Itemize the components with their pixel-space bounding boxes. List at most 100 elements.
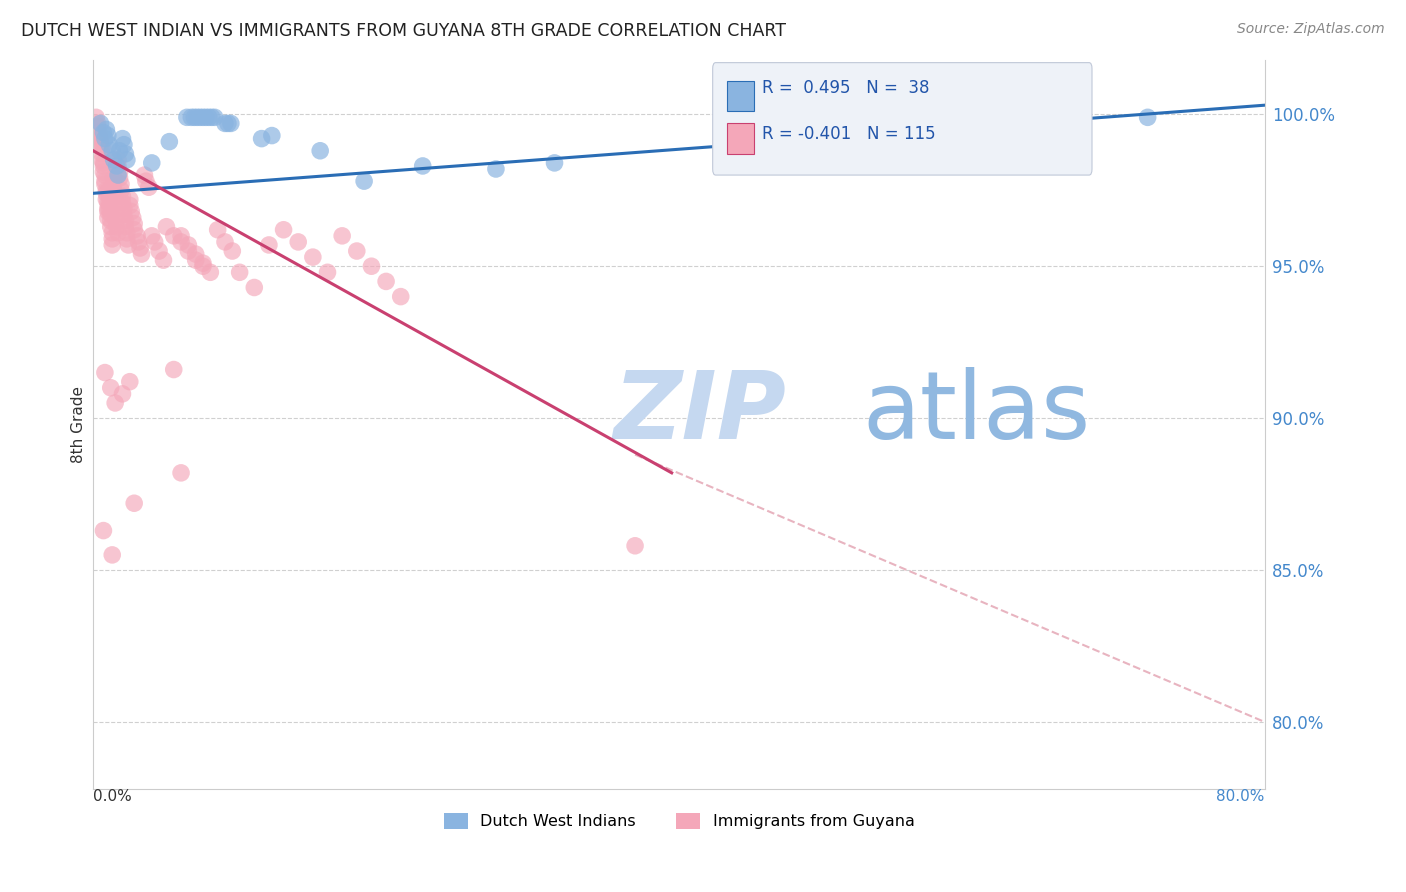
Point bbox=[97, 128, 120, 143]
Point bbox=[87, 126, 110, 140]
Point bbox=[98, 189, 121, 203]
Point bbox=[91, 141, 114, 155]
Point bbox=[186, 111, 208, 125]
Point bbox=[177, 238, 200, 252]
Point bbox=[141, 228, 163, 243]
Point bbox=[346, 244, 368, 258]
Point bbox=[96, 193, 118, 207]
Point bbox=[177, 244, 200, 258]
Point bbox=[114, 146, 136, 161]
Point bbox=[191, 111, 214, 125]
Point bbox=[624, 539, 647, 553]
Text: atlas: atlas bbox=[862, 368, 1090, 459]
Point bbox=[103, 171, 125, 186]
Point bbox=[287, 235, 309, 249]
Point bbox=[110, 177, 132, 191]
Point bbox=[228, 265, 250, 279]
FancyBboxPatch shape bbox=[713, 62, 1092, 175]
FancyBboxPatch shape bbox=[727, 123, 754, 153]
Point bbox=[250, 131, 273, 145]
Point bbox=[122, 217, 145, 231]
Point bbox=[111, 131, 134, 145]
Text: R = -0.401   N = 115: R = -0.401 N = 115 bbox=[762, 125, 936, 143]
Point bbox=[204, 111, 226, 125]
Point bbox=[170, 235, 193, 249]
Point bbox=[107, 168, 129, 182]
Point bbox=[112, 202, 135, 216]
Point bbox=[330, 228, 353, 243]
Point bbox=[112, 208, 135, 222]
Point bbox=[96, 183, 118, 197]
Point bbox=[89, 116, 111, 130]
Point bbox=[89, 131, 111, 145]
FancyBboxPatch shape bbox=[727, 81, 754, 112]
Legend: Dutch West Indians, Immigrants from Guyana: Dutch West Indians, Immigrants from Guya… bbox=[437, 806, 921, 836]
Point bbox=[100, 219, 122, 234]
Point bbox=[200, 265, 222, 279]
Point bbox=[114, 213, 136, 227]
Point bbox=[96, 186, 118, 201]
Point bbox=[105, 159, 128, 173]
Point bbox=[115, 232, 138, 246]
Point bbox=[127, 228, 149, 243]
Point bbox=[118, 193, 141, 207]
Point bbox=[375, 274, 398, 288]
Point bbox=[94, 131, 117, 145]
Point bbox=[108, 165, 131, 179]
Point bbox=[94, 177, 117, 191]
Point bbox=[94, 366, 117, 380]
Point bbox=[389, 290, 412, 304]
Text: DUTCH WEST INDIAN VS IMMIGRANTS FROM GUYANA 8TH GRADE CORRELATION CHART: DUTCH WEST INDIAN VS IMMIGRANTS FROM GUY… bbox=[21, 22, 786, 40]
Point bbox=[163, 362, 186, 376]
Point bbox=[97, 202, 120, 216]
Point bbox=[105, 208, 128, 222]
Point bbox=[115, 226, 138, 240]
Point bbox=[485, 161, 508, 176]
Point bbox=[1136, 111, 1159, 125]
Point bbox=[221, 244, 243, 258]
Point bbox=[412, 159, 434, 173]
Point bbox=[100, 381, 122, 395]
Point bbox=[217, 116, 239, 130]
Point bbox=[91, 153, 114, 167]
Text: 80.0%: 80.0% bbox=[1216, 789, 1265, 804]
Point bbox=[122, 223, 145, 237]
Point bbox=[122, 496, 145, 510]
Point bbox=[98, 195, 121, 210]
Point bbox=[163, 228, 186, 243]
Y-axis label: 8th Grade: 8th Grade bbox=[72, 385, 86, 463]
Point bbox=[141, 156, 163, 170]
Point bbox=[108, 144, 131, 158]
Point bbox=[93, 126, 115, 140]
Point bbox=[194, 111, 217, 125]
Point bbox=[87, 128, 110, 143]
Point bbox=[93, 165, 115, 179]
Point bbox=[260, 128, 283, 143]
Point bbox=[103, 153, 125, 167]
Point bbox=[91, 146, 114, 161]
Point bbox=[107, 159, 129, 173]
Point bbox=[93, 524, 115, 538]
Point bbox=[191, 256, 214, 270]
Point bbox=[243, 280, 266, 294]
Point bbox=[219, 116, 242, 130]
Point bbox=[316, 265, 339, 279]
Point bbox=[110, 183, 132, 197]
Point bbox=[118, 198, 141, 212]
Point bbox=[302, 250, 325, 264]
Point bbox=[111, 195, 134, 210]
Point bbox=[100, 208, 122, 222]
Point bbox=[97, 195, 120, 210]
Point bbox=[111, 387, 134, 401]
Point bbox=[104, 195, 127, 210]
Point bbox=[309, 144, 332, 158]
Point bbox=[103, 183, 125, 197]
Point bbox=[129, 241, 152, 255]
Point bbox=[98, 137, 121, 152]
Point bbox=[170, 228, 193, 243]
Point bbox=[118, 375, 141, 389]
Point bbox=[89, 137, 111, 152]
Point bbox=[96, 122, 118, 136]
Point bbox=[117, 238, 139, 252]
Point bbox=[135, 174, 157, 188]
